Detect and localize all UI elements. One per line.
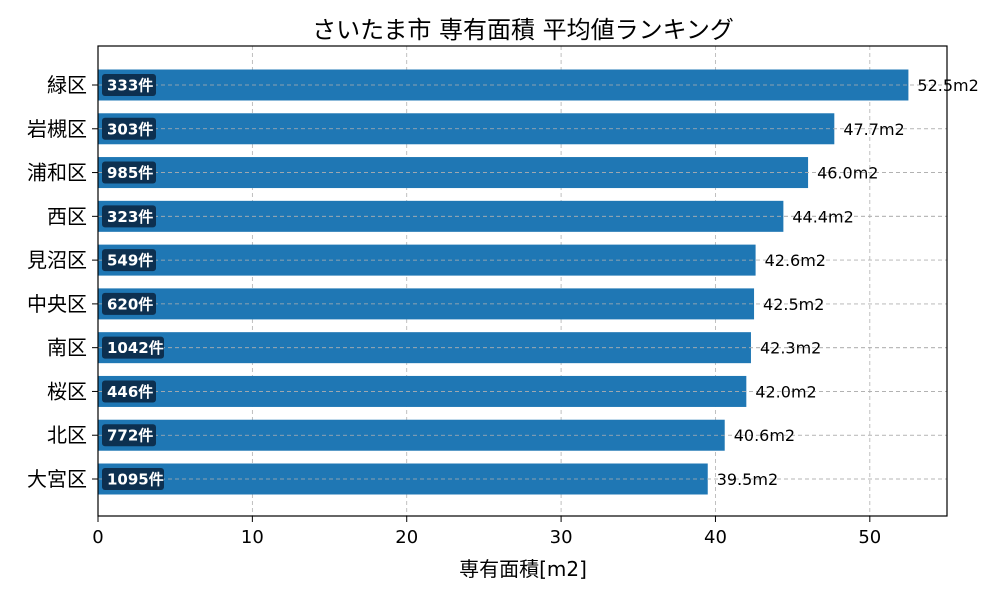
- count-badge: [102, 117, 156, 140]
- category-label: 見沼区: [27, 248, 87, 272]
- value-label: 42.0m2: [755, 382, 816, 401]
- count-badge: [102, 74, 156, 96]
- count-badge: [102, 161, 156, 184]
- x-tick-label: 20: [395, 527, 418, 548]
- category-label: 西区: [47, 204, 87, 228]
- category-label: 大宮区: [27, 467, 87, 491]
- bars: 52.5m2 333件 47.7m2 303件 46.0m2 985件 44.4m2 323件…: [98, 69, 979, 495]
- category-label: 南区: [47, 336, 87, 360]
- count-label: 323件: [107, 208, 153, 226]
- x-tick-label: 30: [550, 527, 573, 548]
- value-label: 47.7m2: [843, 120, 904, 139]
- count-badge: [102, 292, 156, 315]
- value-label: 42.6m2: [765, 251, 826, 270]
- x-tick-label: 40: [704, 527, 727, 548]
- category-label: 岩槻区: [27, 117, 87, 141]
- count-label: 549件: [107, 252, 153, 270]
- category-label: 桜区: [47, 379, 87, 403]
- count-label: 620件: [107, 295, 153, 313]
- value-label: 52.5m2: [917, 76, 978, 95]
- value-label: 42.5m2: [763, 295, 824, 314]
- count-label: 303件: [107, 120, 153, 138]
- count-badge: [102, 424, 156, 447]
- value-label: 42.3m2: [760, 339, 821, 358]
- category-label: 中央区: [27, 292, 87, 316]
- count-label: 772件: [107, 427, 153, 445]
- count-badge: [102, 336, 164, 359]
- value-label: 44.4m2: [792, 207, 853, 226]
- chart-title: さいたま市 専有面積 平均値ランキング: [312, 16, 734, 44]
- count-badge: [102, 205, 156, 228]
- count-badge: [102, 380, 156, 403]
- category-label: 北区: [47, 423, 87, 447]
- value-label: 39.5m2: [717, 470, 778, 489]
- category-label: 緑区: [47, 73, 87, 97]
- count-badge: [102, 249, 156, 272]
- count-badge: [102, 468, 164, 490]
- x-tick-label: 0: [92, 527, 103, 548]
- count-label: 1095件: [107, 471, 164, 489]
- count-label: 446件: [107, 383, 153, 401]
- value-label: 40.6m2: [734, 426, 795, 445]
- count-label: 985件: [107, 164, 153, 182]
- x-axis-label: 専有面積[m2]: [459, 557, 587, 581]
- x-tick-label: 10: [241, 527, 264, 548]
- count-label: 333件: [107, 77, 153, 95]
- x-tick-label: 50: [858, 527, 881, 548]
- bar: [98, 419, 725, 451]
- count-label: 1042件: [107, 339, 164, 357]
- value-label: 46.0m2: [817, 164, 878, 183]
- plot-frame: [97, 45, 948, 517]
- category-label: 浦和区: [27, 161, 87, 185]
